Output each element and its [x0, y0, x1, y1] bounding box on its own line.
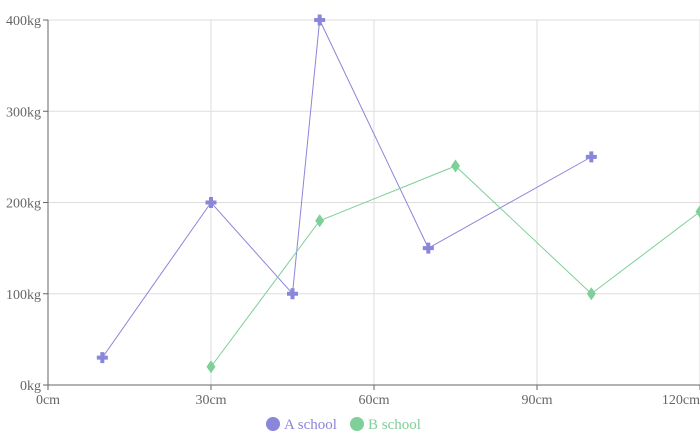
- y-tick-label: 400kg: [6, 14, 41, 29]
- data-point-a-school[interactable]: [423, 243, 434, 254]
- x-tick-label: 30cm: [195, 393, 226, 408]
- x-tick-labels: 0cm 30cm 60cm 90cm 120cm: [36, 385, 700, 408]
- y-tick-label: 200kg: [6, 197, 41, 212]
- x-tick-label: 120cm: [662, 393, 700, 408]
- data-point-b-school[interactable]: [451, 160, 460, 173]
- y-tick-label: 300kg: [6, 105, 41, 120]
- y-tick-labels: 0kg 100kg 200kg 300kg 400kg: [6, 14, 48, 394]
- legend-marker-b-school: [350, 417, 364, 431]
- x-tick-label: 60cm: [358, 393, 389, 408]
- legend-marker-a-school: [266, 417, 280, 431]
- legend-item-a-school[interactable]: A school: [266, 417, 337, 433]
- grid: [48, 20, 700, 385]
- series-line-b-school: [211, 166, 700, 367]
- data-point-b-school[interactable]: [587, 287, 596, 300]
- data-point-a-school[interactable]: [97, 352, 108, 363]
- series-line-a-school: [102, 20, 591, 358]
- legend: A school B school: [266, 417, 421, 433]
- x-tick-label: 0cm: [36, 393, 60, 408]
- y-tick-label: 0kg: [20, 379, 41, 394]
- legend-label-b-school: B school: [368, 417, 421, 433]
- x-tick-label: 90cm: [521, 393, 552, 408]
- series-b-school: [207, 160, 700, 374]
- data-point-b-school[interactable]: [696, 205, 700, 218]
- data-point-a-school[interactable]: [586, 151, 597, 162]
- data-point-a-school[interactable]: [314, 15, 325, 26]
- legend-label-a-school: A school: [284, 417, 337, 433]
- legend-item-b-school[interactable]: B school: [350, 417, 421, 433]
- series-a-school: [97, 15, 597, 364]
- y-tick-label: 100kg: [6, 288, 41, 303]
- series: [97, 15, 700, 374]
